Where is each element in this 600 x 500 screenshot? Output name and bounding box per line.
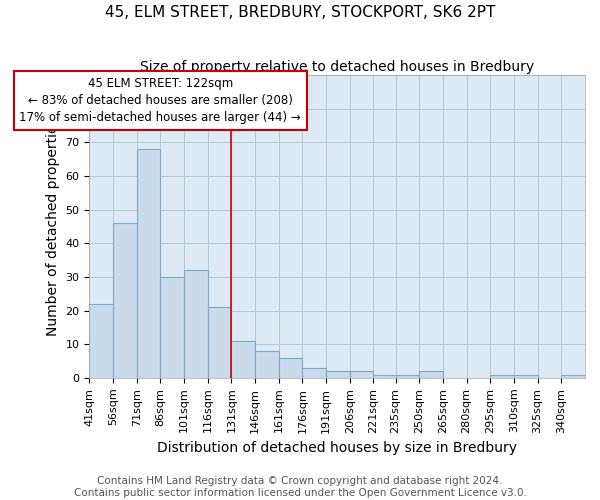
Bar [184,270,208,378]
Bar [373,374,397,378]
Y-axis label: Number of detached properties: Number of detached properties [46,117,60,336]
Bar [302,368,326,378]
Bar [113,223,137,378]
Bar [562,374,585,378]
Bar [326,371,350,378]
Bar [208,308,232,378]
Bar [137,149,160,378]
Text: Contains HM Land Registry data © Crown copyright and database right 2024.
Contai: Contains HM Land Registry data © Crown c… [74,476,526,498]
Bar [278,358,302,378]
X-axis label: Distribution of detached houses by size in Bredbury: Distribution of detached houses by size … [157,441,517,455]
Bar [255,351,278,378]
Bar [419,371,443,378]
Bar [232,341,255,378]
Title: Size of property relative to detached houses in Bredbury: Size of property relative to detached ho… [140,60,534,74]
Bar [490,374,514,378]
Bar [514,374,538,378]
Bar [350,371,373,378]
Text: 45 ELM STREET: 122sqm
← 83% of detached houses are smaller (208)
17% of semi-det: 45 ELM STREET: 122sqm ← 83% of detached … [19,77,301,124]
Text: 45, ELM STREET, BREDBURY, STOCKPORT, SK6 2PT: 45, ELM STREET, BREDBURY, STOCKPORT, SK6… [105,5,495,20]
Bar [395,374,419,378]
Bar [160,277,184,378]
Bar [89,304,113,378]
